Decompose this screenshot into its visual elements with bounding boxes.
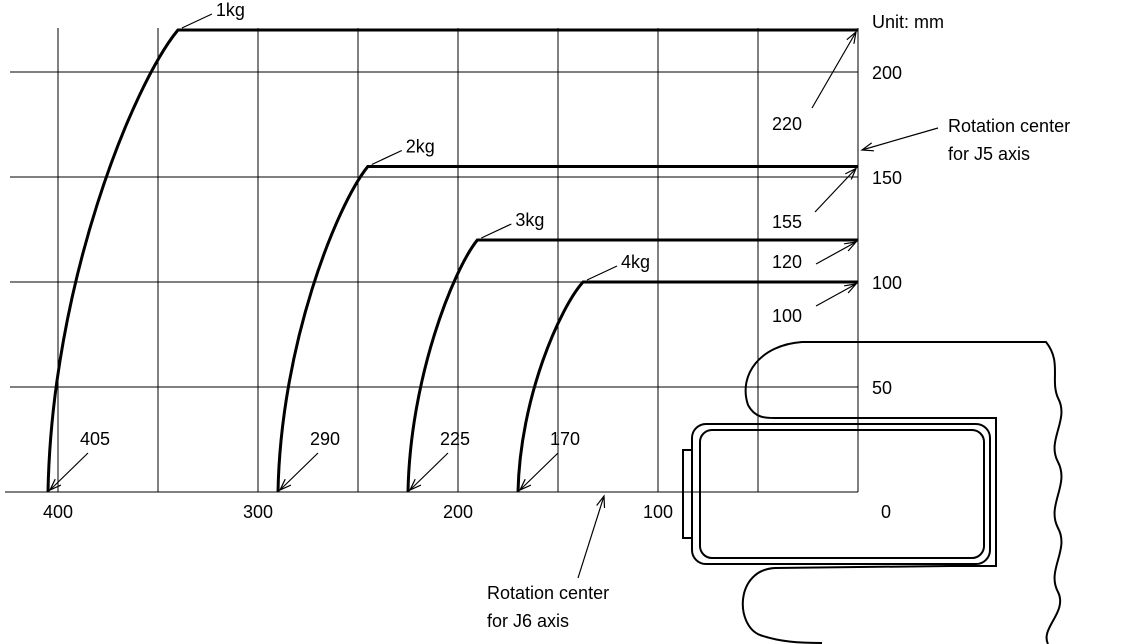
envelope-curve-3kg [406,238,858,493]
hand-lower-arm [741,565,951,644]
offset-arrow [815,241,858,265]
x-tick-label: 200 [443,502,473,522]
hand-body-outer [691,423,991,565]
j6-label-line2: for J6 axis [487,611,569,631]
load-label-leader [371,149,403,166]
envelope-curves [46,28,858,493]
offset-arrow [815,283,858,307]
offset-label: 220 [772,114,802,134]
offset-label: 155 [772,212,802,232]
radius-arrow [48,452,89,492]
radius-arrow [278,452,319,492]
envelope-curve-4kg [516,280,858,493]
offset-label: 100 [772,306,802,326]
radius-arrow [518,452,559,492]
radius-arrow [408,452,449,492]
j5-label-line2: for J5 axis [948,144,1030,164]
j6-label-line1: Rotation center [487,583,609,603]
radius-label: 290 [310,429,340,449]
load-label-leader [181,13,213,29]
radius-label: 170 [550,429,580,449]
load-label: 2kg [406,137,435,157]
offset-label: 120 [772,252,802,272]
load-label-leader [481,223,512,239]
y-tick-label: 100 [872,273,902,293]
y-tick-label: 50 [872,378,892,398]
hand-upper-arm [744,341,997,567]
unit-label: Unit: mm [872,12,944,32]
x-tick-label: 100 [643,502,673,522]
radius-label: 225 [440,429,470,449]
offset-arrow [811,30,857,109]
y-tick-label: 200 [872,63,902,83]
hand-wavy-edge [858,341,1063,644]
radius-label: 405 [80,429,110,449]
load-label: 4kg [621,252,650,272]
load-label: 3kg [515,210,544,230]
j5-label-line1: Rotation center [948,116,1070,136]
labels: Unit: mm 400 300 200 100 0 200 150 100 50 1kg 405 22… [43,0,1070,631]
hand-flange [682,449,693,539]
grid [5,28,859,493]
robot-hand-outline [682,341,1063,644]
x-tick-label: 400 [43,502,73,522]
j5-arrow [860,127,939,152]
x-tick-label: 0 [881,502,891,522]
offset-arrow [814,167,858,213]
envelope-curve-1kg [46,28,858,493]
hand-body-inner [699,429,985,559]
load-label: 1kg [216,0,245,20]
x-tick-label: 300 [243,502,273,522]
envelope-curve-2kg [276,165,858,493]
j6-arrow [577,494,606,579]
y-tick-label: 150 [872,168,902,188]
load-label-leader [586,265,618,281]
